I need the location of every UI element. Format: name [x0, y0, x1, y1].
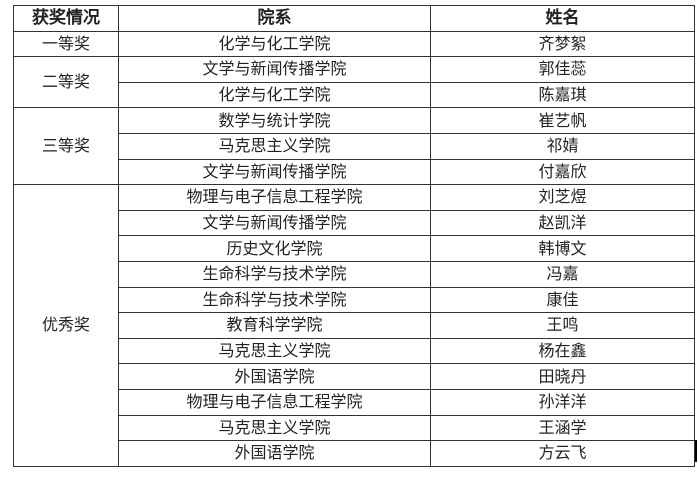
- table-row: 物理与电子信息工程学院 孙洋洋: [14, 388, 695, 416]
- department-cell: 马克思主义学院: [118, 337, 431, 365]
- department-cell: 文学与新闻传播学院: [118, 209, 431, 237]
- table-row: 马克思主义学院 王涵学: [14, 414, 695, 442]
- header-name: 姓名: [430, 5, 695, 32]
- department-cell: 教育科学学院: [118, 312, 431, 339]
- department-cell: 生命科学与技术学院: [118, 260, 431, 288]
- table-row: 文学与新闻传播学院 赵凯洋: [14, 209, 695, 237]
- header-award: 获奖情况: [13, 5, 119, 32]
- name-cell: 韩博文: [430, 235, 695, 262]
- name-cell: 孙洋洋: [430, 388, 695, 416]
- name-cell: 王涵学: [430, 414, 695, 442]
- table-row: 化学与化工学院 陈嘉琪: [14, 81, 695, 109]
- award-cell: 一等奖: [13, 30, 119, 58]
- table-row: 文学与新闻传播学院 付嘉欣: [14, 158, 695, 186]
- name-cell: 郭佳蕊: [430, 56, 695, 83]
- table-row: 三等奖 数学与统计学院 崔艺帆: [13, 107, 695, 186]
- name-cell: 齐梦絮: [430, 30, 695, 58]
- department-cell: 外国语学院: [118, 363, 431, 390]
- department-cell: 物理与电子信息工程学院: [118, 388, 431, 416]
- department-cell: 马克思主义学院: [118, 132, 431, 160]
- name-cell: 付嘉欣: [430, 158, 695, 186]
- department-cell: 物理与电子信息工程学院: [118, 184, 431, 211]
- department-cell: 生命科学与技术学院: [118, 286, 431, 314]
- department-cell: 历史文化学院: [118, 235, 431, 262]
- department-cell: 文学与新闻传播学院: [118, 158, 431, 186]
- name-cell: 冯嘉: [430, 260, 695, 288]
- award-cell: 优秀奖: [13, 184, 119, 467]
- name-cell: 陈嘉琪: [430, 81, 695, 109]
- department-cell: 文学与新闻传播学院: [118, 56, 431, 83]
- department-cell: 化学与化工学院: [118, 30, 431, 58]
- table-row: 优秀奖 物理与电子信息工程学院 刘芝煜: [13, 184, 695, 467]
- name-cell: 崔艺帆: [430, 107, 695, 134]
- name-cell: 康佳: [430, 286, 695, 314]
- table-row: 生命科学与技术学院 康佳: [14, 286, 695, 314]
- department-cell: 数学与统计学院: [118, 107, 431, 134]
- table-row: 一等奖 化学与化工学院 齐梦絮: [13, 30, 695, 58]
- name-cell: 方云飞: [430, 440, 695, 467]
- name-cell: 王鸣: [430, 312, 695, 339]
- award-cell: 三等奖: [13, 107, 119, 186]
- table-row: 生命科学与技术学院 冯嘉: [14, 260, 695, 288]
- header-row: 获奖情况 院系 姓名: [13, 5, 695, 32]
- table-row: 马克思主义学院 祁婧: [14, 132, 695, 160]
- name-cell: 赵凯洋: [430, 209, 695, 237]
- department-cell: 化学与化工学院: [118, 81, 431, 109]
- table-row: 二等奖 文学与新闻传播学院 郭佳蕊: [13, 56, 695, 109]
- name-cell: 杨在鑫: [430, 337, 695, 365]
- table-row: 教育科学学院 王鸣: [14, 312, 695, 339]
- header-department: 院系: [118, 5, 431, 32]
- name-cell: 祁婧: [430, 132, 695, 160]
- name-cell: 田晓丹: [430, 363, 695, 390]
- department-cell: 外国语学院: [118, 440, 431, 467]
- department-cell: 马克思主义学院: [118, 414, 431, 442]
- award-cell: 二等奖: [13, 56, 119, 109]
- table-row: 外国语学院 方云飞: [14, 440, 695, 467]
- award-table: 获奖情况 院系 姓名 一等奖 化学与化工学院 齐梦絮 二等奖 文学与新闻传播学院 郭佳蕊化…: [13, 5, 695, 467]
- text-cursor: [695, 440, 697, 462]
- name-cell: 刘芝煜: [430, 184, 695, 211]
- table-row: 历史文化学院 韩博文: [14, 235, 695, 262]
- table-row: 马克思主义学院 杨在鑫: [14, 337, 695, 365]
